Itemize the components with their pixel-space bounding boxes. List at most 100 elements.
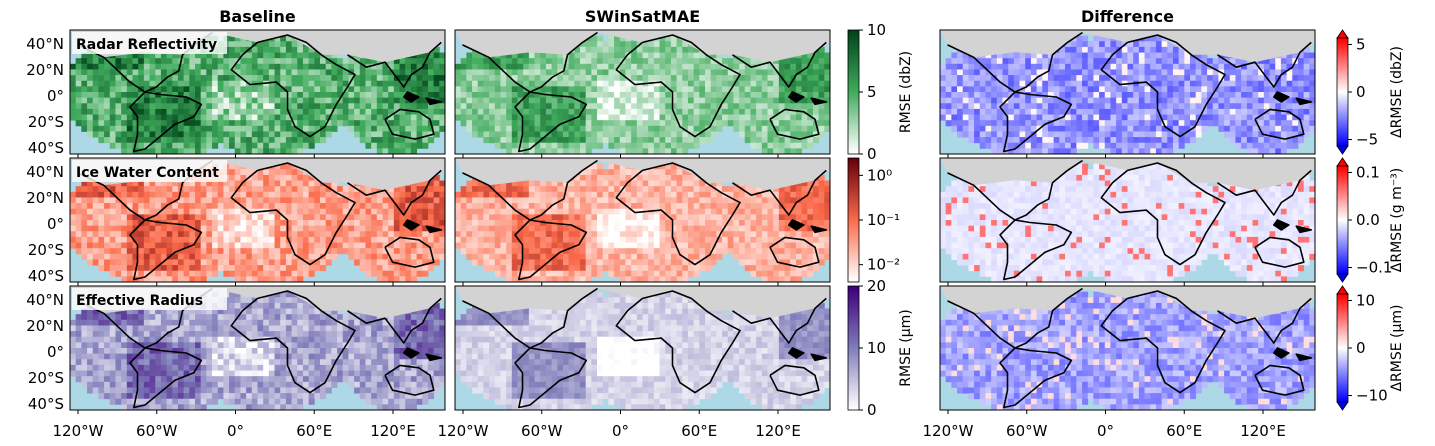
heatmap-cell: [195, 69, 202, 76]
heatmap-cell: [177, 231, 185, 238]
heatmap-cell: [268, 97, 275, 104]
heatmap-cell: [591, 114, 598, 121]
heatmap-cell: [1190, 131, 1197, 138]
heatmap-cell: [359, 208, 366, 215]
heatmap-cell: [790, 69, 797, 76]
colorbar-segment: [1337, 122, 1348, 125]
heatmap-cell: [183, 63, 190, 70]
heatmap-cell: [263, 58, 270, 65]
heatmap-cell: [693, 69, 700, 76]
heatmap-cell: [562, 108, 570, 115]
heatmap-cell: [1212, 92, 1219, 99]
heatmap-cell: [1190, 103, 1197, 110]
heatmap-cell: [87, 92, 94, 99]
heatmap-cell: [217, 236, 224, 243]
heatmap-cell: [807, 52, 814, 59]
heatmap-cell: [92, 131, 99, 138]
heatmap-cell: [308, 142, 315, 149]
heatmap-cell: [1127, 103, 1134, 110]
colorbar-segment: [1337, 92, 1348, 95]
heatmap-cell: [1218, 58, 1225, 65]
heatmap-cell: [1167, 131, 1174, 138]
heatmap-cell: [399, 80, 406, 87]
heatmap-cell: [489, 92, 496, 99]
heatmap-cell: [416, 225, 423, 232]
heatmap-cell: [132, 52, 139, 59]
heatmap-cell: [665, 58, 672, 65]
heatmap-cell: [1138, 69, 1145, 76]
heatmap-cell: [337, 186, 344, 193]
heatmap-cell: [422, 69, 429, 76]
heatmap-cell: [291, 220, 298, 227]
heatmap-cell: [1110, 92, 1117, 99]
heatmap-cell: [98, 80, 105, 87]
heatmap-cell: [280, 125, 287, 132]
heatmap-cell: [1195, 63, 1202, 70]
heatmap-cell: [608, 80, 615, 87]
heatmap-cell: [337, 225, 344, 232]
colorbar-segment: [1337, 124, 1348, 127]
heatmap-cell: [1172, 142, 1180, 149]
heatmap-cell: [240, 220, 247, 227]
heatmap-cell: [778, 142, 785, 149]
heatmap-cell: [1184, 125, 1191, 132]
heatmap-cell: [308, 46, 315, 53]
heatmap-cell: [149, 186, 156, 193]
heatmap-cell: [75, 63, 82, 70]
heatmap-cell: [636, 114, 643, 121]
heatmap-cell: [540, 142, 547, 149]
heatmap-cell: [263, 97, 270, 104]
heatmap-cell: [280, 92, 287, 99]
heatmap-cell: [109, 220, 116, 227]
heatmap-cell: [1309, 63, 1316, 70]
heatmap-cell: [92, 63, 99, 70]
heatmap-cell: [87, 52, 94, 59]
colorbar-segment: [848, 73, 859, 76]
heatmap-cell: [940, 103, 947, 110]
heatmap-cell: [1167, 63, 1174, 70]
heatmap-cell: [1144, 142, 1151, 149]
heatmap-cell: [365, 220, 372, 227]
heatmap-cell: [1036, 97, 1043, 104]
heatmap-cell: [234, 35, 241, 42]
heatmap-cell: [160, 197, 167, 204]
heatmap-cell: [223, 186, 230, 193]
heatmap-cell: [1286, 58, 1293, 65]
heatmap-cell: [812, 137, 820, 144]
heatmap-cell: [257, 137, 264, 144]
heatmap-cell: [1292, 52, 1299, 59]
heatmap-cell: [285, 125, 292, 132]
coastline: [1217, 41, 1312, 88]
heatmap-cell: [439, 86, 446, 93]
heatmap-cell: [149, 208, 156, 215]
heatmap-cell: [195, 142, 202, 149]
heatmap-cell: [648, 114, 655, 121]
heatmap-cell: [1116, 125, 1123, 132]
heatmap-cell: [500, 103, 507, 110]
heatmap-cell: [183, 125, 190, 132]
heatmap-cell: [325, 236, 332, 243]
heatmap-cell: [291, 46, 298, 53]
heatmap-cell: [297, 174, 304, 181]
heatmap-cell: [1002, 58, 1009, 65]
heatmap-cell: [551, 120, 558, 127]
heatmap-cell: [365, 203, 372, 210]
heatmap-cell: [229, 131, 236, 138]
heatmap-cell: [291, 75, 298, 82]
heatmap-cell: [733, 120, 740, 127]
heatmap-cell: [540, 114, 547, 121]
heatmap-cell: [371, 75, 378, 82]
heatmap-cell: [1121, 148, 1128, 155]
heatmap-cell: [143, 69, 150, 76]
heatmap-cell: [494, 114, 501, 121]
heatmap-cell: [177, 148, 185, 155]
heatmap-cell: [280, 186, 287, 193]
heatmap-cell: [1275, 63, 1282, 70]
heatmap-cell: [1065, 58, 1072, 65]
heatmap-cell: [155, 120, 162, 127]
heatmap-cell: [665, 142, 672, 149]
heatmap-cell: [302, 203, 310, 210]
heatmap-cell: [280, 203, 287, 210]
heatmap-cell: [619, 63, 626, 70]
colorbar-segment: [1337, 65, 1348, 68]
